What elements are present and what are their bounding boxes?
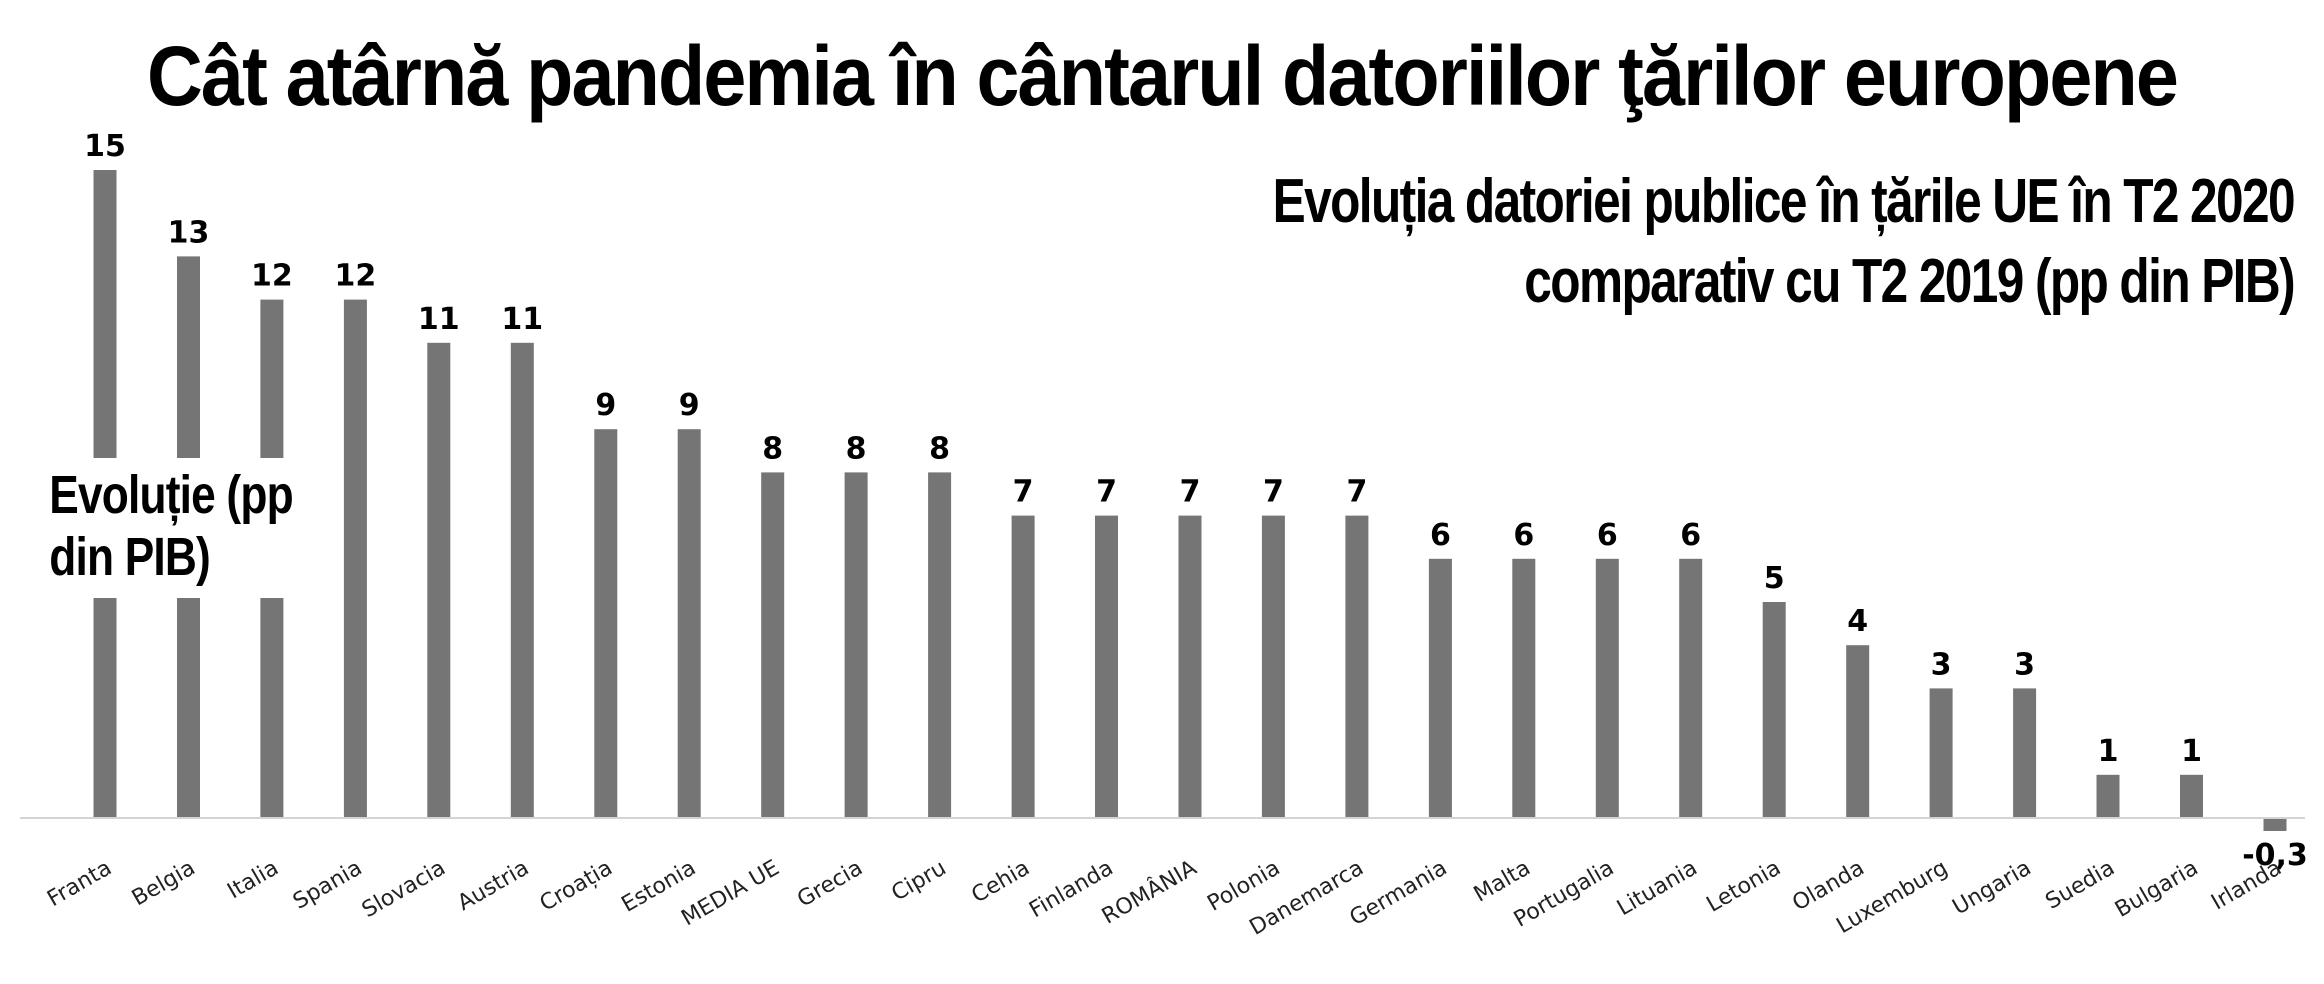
category-label-3: Spania [289,856,366,915]
value-label-4: 11 [418,302,460,337]
value-label-24: 1 [2098,734,2119,769]
value-label-13: 7 [1180,475,1201,510]
category-label-24: Suedia [2042,856,2119,915]
value-label-5: 11 [501,302,543,337]
bar-23 [2013,688,2037,818]
category-label-2: Italia [223,856,283,905]
chart-subtitle: Evoluția datoriei publice în țările UE î… [1094,162,2296,322]
category-label-11: Cehia [968,856,1035,909]
category-label-10: Cipru [887,856,950,907]
category-label-6: Croația [536,856,617,917]
value-label-22: 3 [1931,647,1952,682]
value-label-3: 12 [335,259,377,294]
bar-8 [761,472,785,818]
bar-6 [594,429,618,818]
value-label-11: 7 [1013,475,1034,510]
y-axis-label: Evoluție (pp din PIB) [46,458,301,598]
value-label-15: 7 [1346,475,1367,510]
value-label-25: 1 [2181,734,2202,769]
chart-title: Cât atârnă pandemia în cântarul datoriil… [146,29,2179,123]
value-label-10: 8 [929,431,950,466]
bar-26 [2263,818,2287,831]
value-label-7: 9 [679,388,700,423]
bar-14 [1261,515,1285,818]
category-label-4: Slovacia [358,856,450,924]
value-label-19: 6 [1680,518,1701,553]
bar-3 [343,299,367,819]
value-label-12: 7 [1096,475,1117,510]
bar-25 [2180,774,2203,818]
bar-15 [1345,515,1369,818]
bar-21 [1846,645,1870,818]
chart-subtitle-line-2: comparativ cu T2 2019 (pp din PIB) [1524,247,2295,316]
value-label-23: 3 [2014,647,2035,682]
bar-13 [1178,515,1202,818]
category-label-1: Belgia [128,856,200,912]
bar-5 [510,342,534,818]
value-label-1: 13 [168,215,210,250]
value-label-18: 6 [1597,518,1618,553]
value-label-2: 12 [251,259,293,294]
bar-19 [1679,558,1703,818]
chart-subtitle-line-1: Evoluția datoriei publice în țările UE î… [1272,167,2296,236]
value-label-14: 7 [1263,475,1284,510]
category-label-0: Franta [43,856,116,912]
category-label-9: Grecia [793,856,867,913]
category-label-20: Letonia [1703,856,1786,918]
category-label-25: Bulgaria [2111,856,2203,923]
bar-22 [1929,688,1953,818]
value-label-21: 4 [1847,604,1868,639]
value-label-17: 6 [1513,518,1534,553]
bar-9 [844,472,868,818]
category-label-23: Ungaria [1948,856,2035,921]
value-label-0: 15 [84,129,126,164]
category-label-19: Lituania [1613,856,1702,922]
bar-4 [427,342,451,818]
bar-7 [677,429,701,818]
value-label-8: 8 [762,431,783,466]
bar-20 [1762,602,1786,818]
value-label-6: 9 [595,388,616,423]
bar-11 [1011,515,1035,818]
bar-12 [1095,515,1118,818]
value-label-20: 5 [1764,561,1785,596]
bar-16 [1428,558,1452,818]
category-label-17: Malta [1470,856,1535,908]
bar-17 [1512,558,1536,818]
category-label-13: ROMÂNIA [1097,855,1201,930]
bar-10 [928,472,952,818]
category-label-5: Austria [453,856,533,917]
bar-18 [1595,558,1619,818]
value-label-26: -0,3 [2242,838,2308,873]
bar-24 [2096,774,2120,818]
value-label-9: 8 [846,431,867,466]
value-label-16: 6 [1430,518,1451,553]
